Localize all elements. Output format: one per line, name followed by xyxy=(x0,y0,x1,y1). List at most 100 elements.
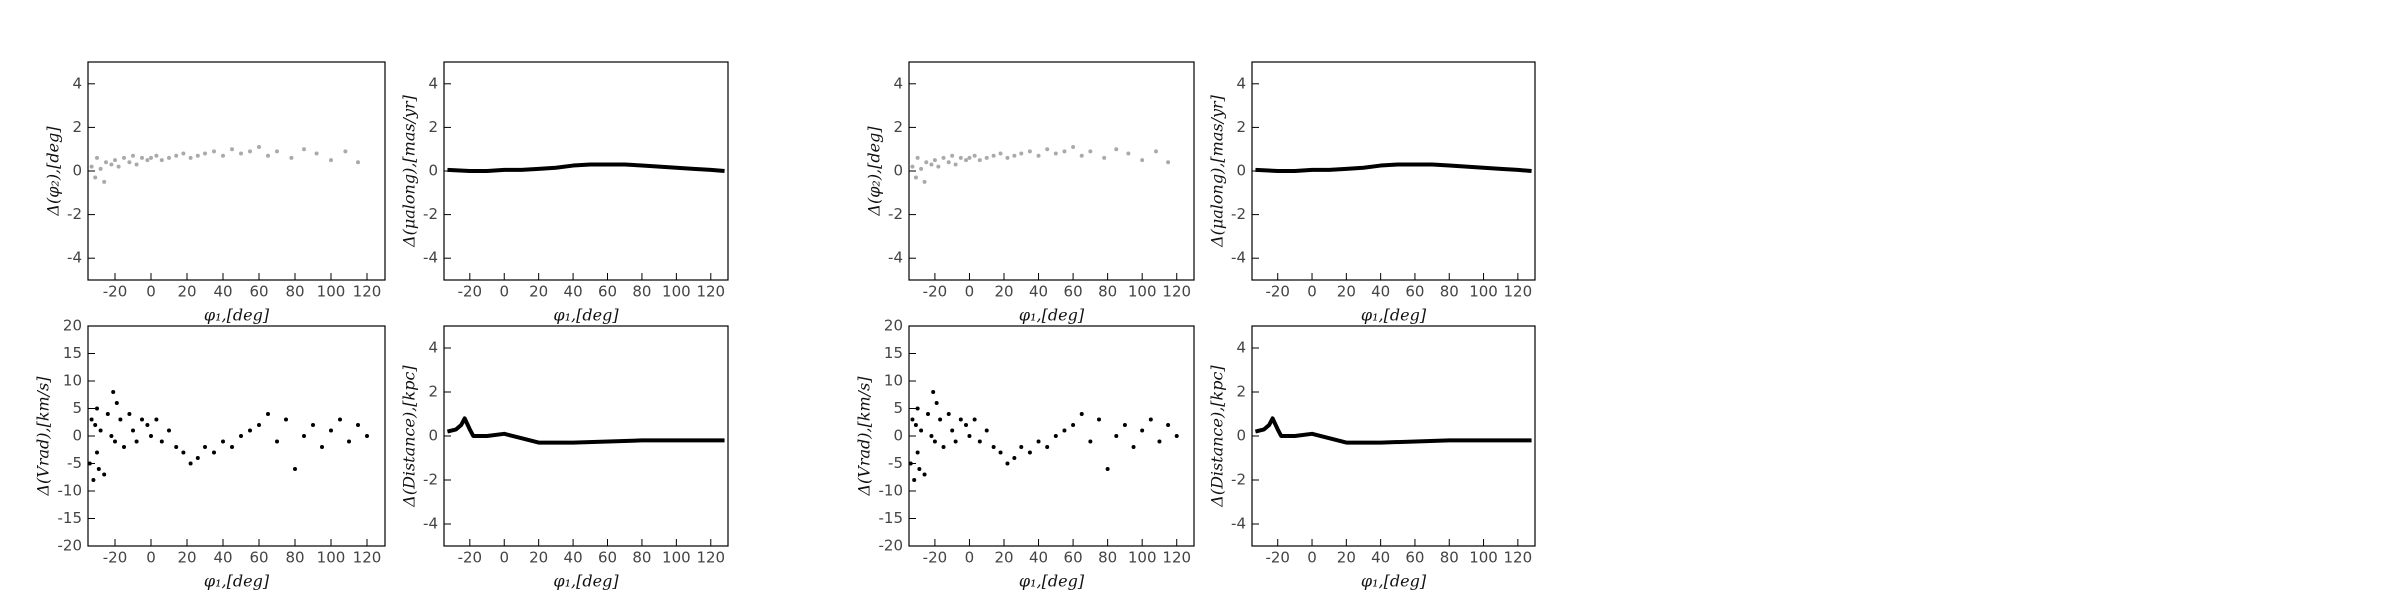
x-tick-label: 0 xyxy=(1307,283,1317,301)
point xyxy=(984,155,989,160)
point xyxy=(159,439,164,444)
x-axis-label: φ₁,[deg] xyxy=(204,306,270,325)
point xyxy=(1019,445,1024,449)
y-tick-label: 15 xyxy=(63,344,82,362)
point xyxy=(320,445,324,449)
y-tick-label: -4 xyxy=(423,515,438,533)
point xyxy=(1114,147,1119,152)
point xyxy=(919,166,924,171)
y-tick-label: -10 xyxy=(58,482,83,500)
y-tick-label: -20 xyxy=(58,537,83,555)
point xyxy=(915,450,920,455)
x-tick-label: 0 xyxy=(1307,549,1317,567)
y-tick-label: 4 xyxy=(893,74,903,92)
point xyxy=(1079,153,1084,158)
x-tick-label: -20 xyxy=(458,283,483,301)
point xyxy=(257,145,261,150)
x-tick-label: 80 xyxy=(632,283,651,301)
x-tick-label: 120 xyxy=(1504,549,1533,567)
point xyxy=(365,434,369,438)
point xyxy=(941,155,946,160)
x-tick-label: -20 xyxy=(1265,549,1290,567)
point xyxy=(122,445,126,449)
y-tick-label: -4 xyxy=(423,249,438,267)
y-tick-label: -15 xyxy=(58,509,83,527)
x-tick-label: 0 xyxy=(499,283,509,301)
x-tick-label: 60 xyxy=(249,283,268,301)
point xyxy=(149,434,153,438)
point xyxy=(1154,149,1158,154)
y-tick-label: -4 xyxy=(888,249,903,267)
point xyxy=(910,417,915,422)
y-tick-label: -10 xyxy=(879,482,904,500)
point xyxy=(248,428,252,433)
x-tick-label: -20 xyxy=(103,549,128,567)
point xyxy=(1071,145,1076,150)
y-axis-label: Δ(μalong),[mas/yr] xyxy=(400,94,419,248)
point xyxy=(87,461,92,466)
y-tick-label: -2 xyxy=(888,205,903,223)
x-tick-label: 40 xyxy=(1371,283,1390,301)
x-tick-label: 120 xyxy=(1162,283,1191,301)
point xyxy=(919,428,924,433)
x-axis-label: φ₁,[deg] xyxy=(1019,572,1085,591)
point xyxy=(95,406,99,411)
point xyxy=(127,160,132,165)
axes-frame xyxy=(1251,61,1536,281)
point xyxy=(109,434,114,438)
point xyxy=(140,155,144,160)
y-tick-label: 4 xyxy=(1236,339,1246,357)
point xyxy=(1027,149,1032,154)
point xyxy=(102,472,107,477)
point xyxy=(1114,434,1119,438)
axes-frame xyxy=(1251,325,1536,547)
point xyxy=(167,428,171,433)
y-tick-label: 0 xyxy=(72,162,82,180)
point xyxy=(154,153,159,158)
point xyxy=(1012,456,1017,460)
y-tick-label: 2 xyxy=(428,118,438,136)
point xyxy=(188,155,193,160)
point xyxy=(958,155,963,160)
point xyxy=(134,439,139,444)
point xyxy=(329,158,333,163)
point xyxy=(1102,155,1107,160)
point xyxy=(953,162,958,167)
point xyxy=(931,390,936,394)
point xyxy=(953,439,958,444)
point xyxy=(929,434,934,438)
panel: -20 0 20 40 60 80 100 120-4-2024φ₁,[deg]Δ(μalon… xyxy=(1208,61,1536,325)
point xyxy=(159,158,164,163)
point xyxy=(275,439,279,444)
point xyxy=(913,175,918,180)
point xyxy=(145,423,150,427)
point xyxy=(284,417,288,422)
point xyxy=(977,439,982,444)
point xyxy=(93,423,98,427)
point xyxy=(154,417,159,422)
y-axis-label: Δ(Vrad),[km/s] xyxy=(855,376,874,497)
point xyxy=(314,151,319,156)
point xyxy=(1157,439,1162,444)
point xyxy=(230,445,234,449)
x-tick-label: 120 xyxy=(1504,283,1533,301)
point xyxy=(167,155,171,160)
x-tick-label: 120 xyxy=(696,549,725,567)
y-tick-label: -2 xyxy=(423,471,438,489)
point xyxy=(946,412,951,416)
point xyxy=(910,164,915,169)
x-tick-label: -20 xyxy=(458,549,483,567)
point xyxy=(98,166,103,171)
axes-frame xyxy=(443,61,729,281)
point xyxy=(102,179,107,184)
point xyxy=(950,428,955,433)
point xyxy=(289,155,294,160)
y-tick-label: 2 xyxy=(1236,118,1246,136)
point xyxy=(934,401,939,405)
x-tick-label: 20 xyxy=(994,283,1013,301)
x-tick-label: 60 xyxy=(598,283,617,301)
point xyxy=(203,151,207,156)
point xyxy=(212,149,216,154)
y-tick-label: -4 xyxy=(1231,249,1246,267)
